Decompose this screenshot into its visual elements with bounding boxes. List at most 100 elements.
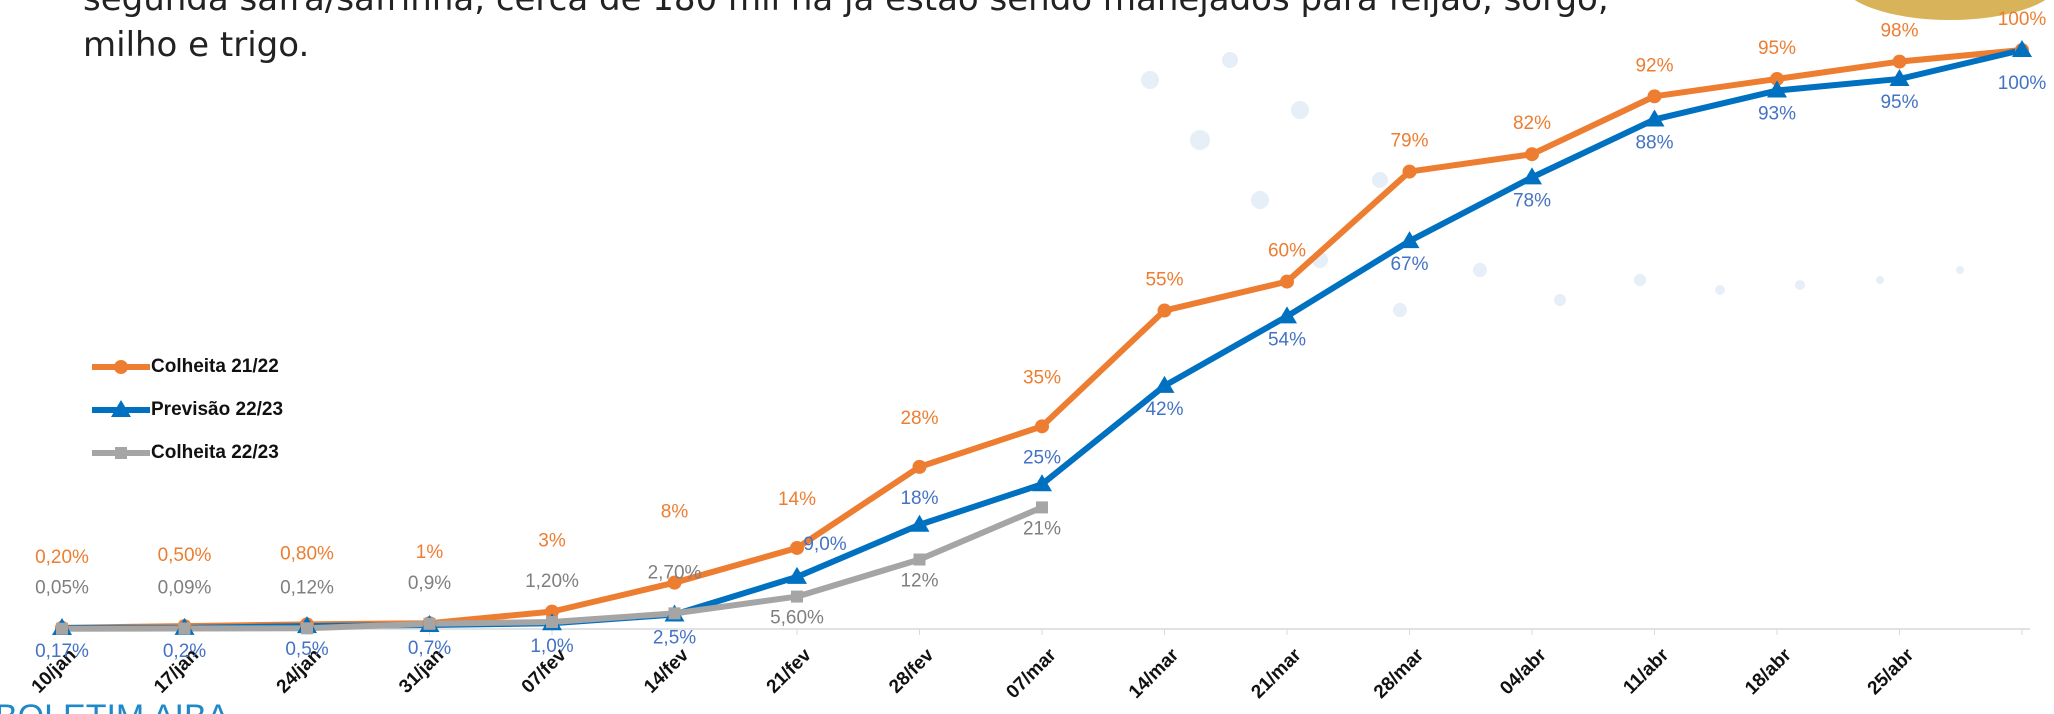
data-label: 0,20% [35, 547, 89, 568]
data-label: 0,12% [280, 577, 334, 598]
data-label: 0,05% [35, 578, 89, 599]
data-label: 28% [900, 408, 938, 429]
data-label: 88% [1635, 132, 1673, 153]
data-label: 3% [538, 531, 566, 552]
data-label: 25% [1023, 447, 1061, 468]
data-label: 93% [1758, 104, 1796, 125]
x-tick-label: 11/abr [1619, 644, 1673, 698]
marker [1035, 419, 1049, 434]
legend-label: Colheita 22/23 [151, 442, 279, 463]
data-label: 8% [661, 502, 689, 523]
data-label: 5,60% [770, 608, 824, 629]
x-tick-label: 25/abr [1864, 644, 1919, 699]
series-line [61, 47, 2023, 631]
data-label: 2,5% [653, 628, 696, 649]
data-label: 18% [900, 488, 938, 509]
marker [667, 575, 682, 590]
data-label: 2,70% [648, 562, 702, 583]
data-label: 9,0% [803, 534, 846, 555]
data-label: 67% [1390, 254, 1428, 275]
data-label: 21% [1023, 518, 1061, 539]
data-label: 42% [1145, 399, 1183, 420]
marker [2012, 40, 2032, 57]
marker [1032, 474, 1052, 492]
marker [1402, 164, 1417, 179]
footer: BOLETIM AIBA [0, 698, 230, 714]
x-tick-label: 21/fev [763, 644, 816, 697]
legend-marker [111, 400, 131, 417]
data-label: 0,7% [408, 638, 451, 659]
marker [1647, 89, 1662, 104]
data-label: 0,17% [35, 641, 89, 662]
marker [787, 566, 807, 584]
data-label: 0,80% [280, 543, 334, 564]
data-label: 79% [1390, 131, 1428, 152]
legend-label: Previsão 22/23 [151, 399, 283, 420]
legend-label: Colheita 21/22 [151, 356, 279, 377]
marker [1889, 68, 1910, 86]
data-label: 35% [1023, 367, 1061, 388]
marker [791, 590, 803, 603]
x-tick-label: 14/mar [1125, 644, 1184, 703]
data-label: 54% [1268, 329, 1306, 350]
data-label: 0,9% [408, 573, 451, 594]
marker [1277, 306, 1297, 324]
marker [1399, 231, 1420, 249]
marker [1157, 303, 1172, 318]
marker [545, 604, 559, 619]
data-label: 1,20% [525, 571, 579, 592]
x-tick-label: 28/mar [1370, 644, 1429, 703]
marker [1154, 375, 1175, 393]
data-label: 78% [1513, 190, 1551, 211]
data-label: 95% [1758, 38, 1796, 59]
x-tick-label: 04/abr [1496, 644, 1551, 699]
legend-marker [114, 360, 128, 374]
data-label: 1,0% [530, 636, 573, 657]
x-tick-label: 18/abr [1741, 644, 1796, 699]
data-label: 55% [1145, 270, 1183, 291]
legend-item: Colheita 22/23 [92, 442, 279, 463]
x-tick-label: 28/fev [885, 644, 938, 697]
body-text: segunda safra/safrinha, cerca de 180 mil… [83, 0, 1609, 19]
x-tick-label: 21/mar [1247, 644, 1306, 703]
data-label: 12% [900, 571, 938, 592]
data-label: 0,50% [158, 545, 212, 566]
x-tick-label: 07/mar [1002, 644, 1061, 703]
decoration [1141, 52, 1964, 317]
marker [909, 514, 930, 532]
marker [668, 607, 681, 620]
marker [1036, 501, 1048, 514]
marker [1644, 109, 1665, 127]
marker [301, 622, 313, 635]
data-label: 14% [778, 489, 816, 510]
data-label: 60% [1268, 241, 1306, 262]
series-line [61, 47, 2023, 632]
data-label: 0,5% [285, 639, 328, 660]
data-label: 1% [416, 542, 444, 563]
marker [1892, 54, 1907, 69]
data-label: 92% [1635, 55, 1673, 76]
data-label: 0,09% [158, 577, 212, 598]
data-label: 100% [1998, 73, 2047, 94]
data-label: 98% [1880, 21, 1918, 42]
data-label: 100% [1998, 9, 2047, 30]
marker [1280, 274, 1294, 289]
marker [423, 617, 436, 630]
marker [1767, 80, 1787, 98]
marker [1770, 71, 1784, 86]
marker [1525, 147, 1539, 162]
marker [546, 616, 558, 629]
legend-item: Previsão 22/23 [92, 399, 283, 420]
data-label: 0,2% [163, 641, 206, 662]
marker [790, 540, 804, 555]
marker [178, 622, 191, 635]
marker [56, 622, 68, 635]
legend-item: Colheita 21/22 [92, 356, 279, 377]
x-tick-label: 14/fev [640, 644, 693, 697]
marker [1522, 167, 1542, 185]
body-text: milho e trigo. [83, 25, 309, 65]
marker [912, 459, 927, 474]
marker [913, 553, 926, 566]
